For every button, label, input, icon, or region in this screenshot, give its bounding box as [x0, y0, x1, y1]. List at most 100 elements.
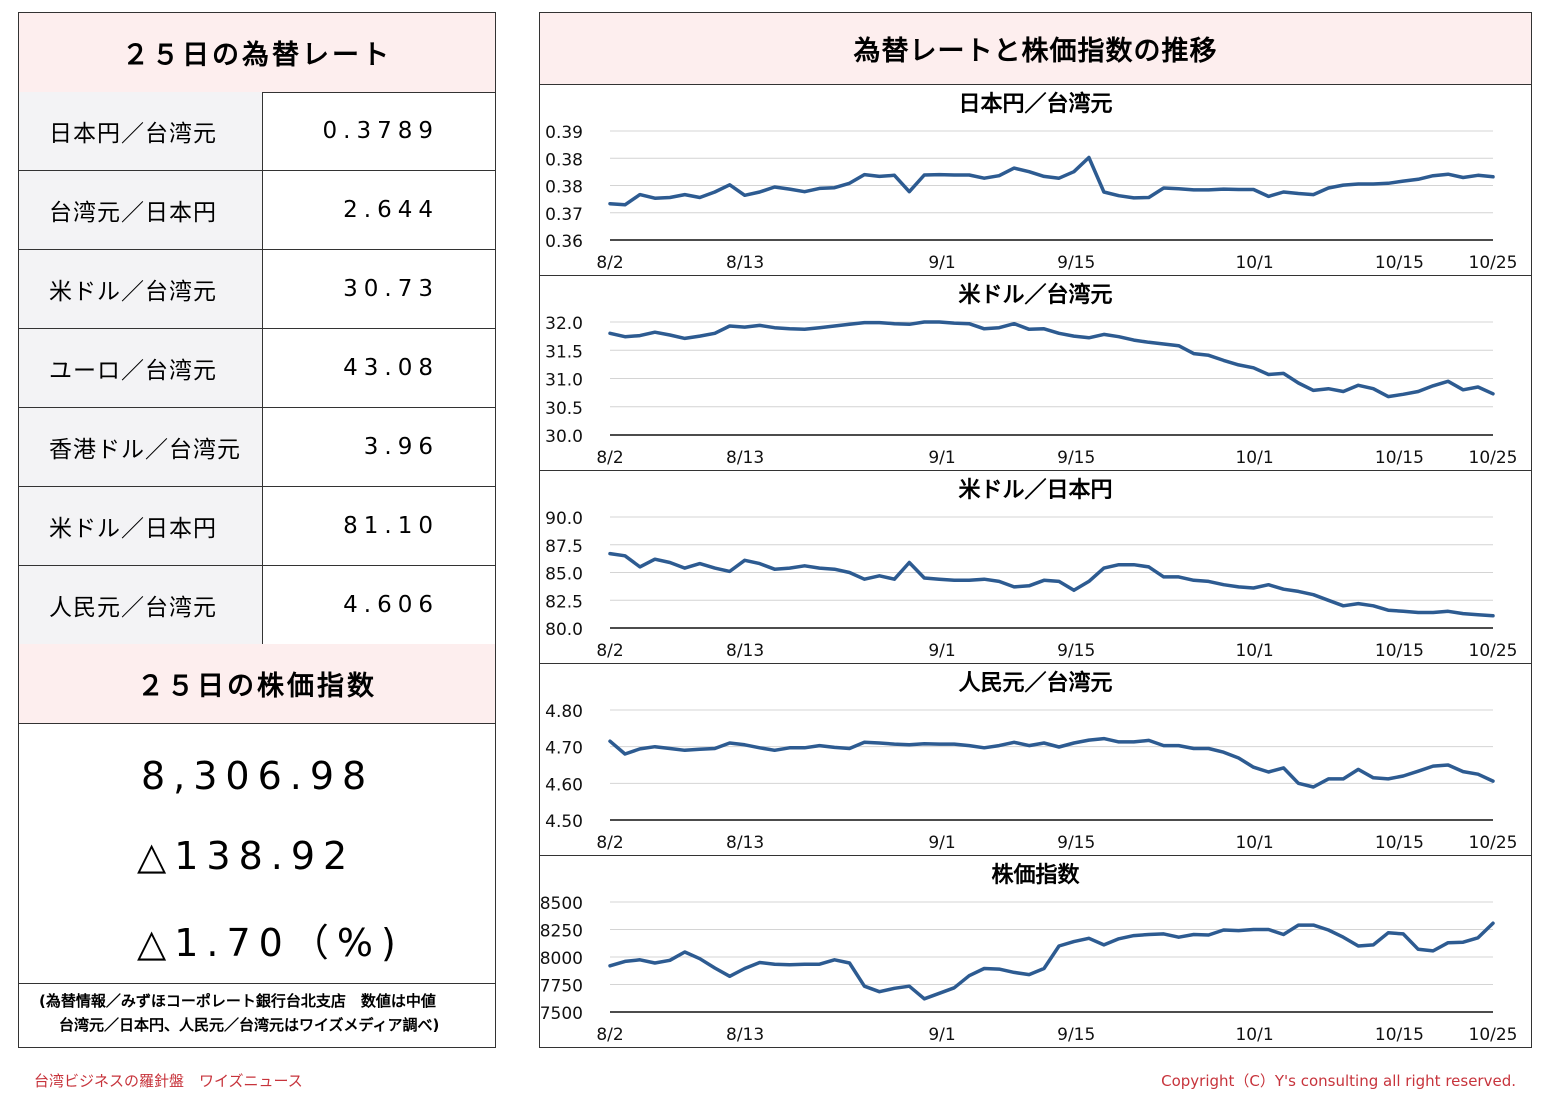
x-tick-label: 8/2 — [596, 448, 623, 468]
y-tick-label: 0.38 — [545, 178, 583, 198]
y-tick-label: 0.39 — [545, 123, 583, 143]
y-tick-label: 7500 — [540, 1004, 583, 1024]
x-tick-label: 10/25 — [1469, 833, 1518, 853]
stock-title: ２５日の株価指数 — [19, 644, 495, 724]
y-tick-label: 8500 — [540, 894, 583, 914]
y-tick-label: 8000 — [540, 949, 583, 969]
chart-title: 米ドル／台湾元 — [958, 282, 1112, 308]
x-tick-label: 9/1 — [928, 641, 955, 661]
source-note-line: (為替情報／みずほコーポレート銀行台北支店 数値は中値 — [39, 992, 436, 1010]
rate-name: 米ドル／日本円 — [19, 486, 263, 566]
rate-name: ユーロ／台湾元 — [19, 328, 263, 408]
x-tick-label: 8/2 — [596, 833, 623, 853]
footer-brand: 台湾ビジネスの羅針盤 ワイズニュース — [34, 1072, 303, 1090]
x-tick-label: 10/1 — [1235, 1025, 1273, 1045]
left-panel: ２５日の為替レート 日本円／台湾元 0.3789 台湾元／日本円 2.644 米ドル… — [18, 12, 496, 1048]
x-tick-label: 10/25 — [1469, 448, 1518, 468]
x-tick-label: 10/1 — [1235, 833, 1273, 853]
chart-svg: 米ドル／台湾元 30.0 30.5 31.0 31.5 32.0 8/2 8/13 9/1 9/1… — [545, 282, 1518, 468]
series-line — [608, 320, 1495, 399]
right-panel: 為替レートと株価指数の推移 日本円／台湾元 0.36 0.37 0.38 0.38 0.3… — [539, 12, 1532, 1048]
y-tick-label: 0.36 — [545, 232, 583, 252]
chart-title: 株価指数 — [991, 862, 1080, 888]
x-tick-label: 10/15 — [1375, 253, 1424, 273]
y-tick-label: 8250 — [540, 922, 583, 942]
chart-svg: 人民元／台湾元 4.50 4.60 4.70 4.80 8/2 8/13 9/1 9/15 10/… — [545, 670, 1518, 853]
series-line — [608, 736, 1495, 789]
y-tick-label: 0.38 — [545, 150, 583, 170]
y-tick-label: 87.5 — [545, 537, 583, 557]
table-row: 米ドル／台湾元 30.73 — [19, 249, 495, 329]
x-tick-label: 9/15 — [1057, 1025, 1095, 1045]
x-tick-label: 8/2 — [596, 641, 623, 661]
rate-value: 30.73 — [262, 249, 495, 329]
y-tick-label: 90.0 — [545, 509, 583, 529]
rates-title: ２５日の為替レート — [19, 13, 495, 93]
source-note-line: 台湾元／日本円、人民元／台湾元はワイズメディア調べ) — [59, 1016, 440, 1034]
y-tick-label: 30.5 — [545, 399, 583, 419]
rate-name: 人民元／台湾元 — [19, 565, 263, 645]
table-row: ユーロ／台湾元 43.08 — [19, 328, 495, 408]
x-tick-label: 8/13 — [726, 253, 764, 273]
y-tick-label: 4.50 — [545, 812, 583, 832]
x-tick-label: 8/2 — [596, 253, 623, 273]
chart-panel: 日本円／台湾元 0.36 0.37 0.38 0.38 0.39 8/2 8/13 9/1 9/1… — [540, 84, 1531, 276]
rate-value: 3.96 — [262, 407, 495, 487]
x-tick-label: 10/15 — [1375, 641, 1424, 661]
rate-name: 日本円／台湾元 — [19, 92, 263, 171]
x-tick-label: 10/25 — [1469, 253, 1518, 273]
x-tick-label: 10/25 — [1469, 641, 1518, 661]
x-tick-label: 10/15 — [1375, 448, 1424, 468]
chart-title: 米ドル／日本円 — [958, 478, 1112, 503]
charts-title: 為替レートと株価指数の推移 — [540, 13, 1531, 85]
stock-box: 8,306.98 △138.92 △1.70（%) — [19, 724, 495, 984]
series-line — [608, 551, 1495, 618]
chart-title: 人民元／台湾元 — [958, 670, 1112, 696]
rate-value: 43.08 — [262, 328, 495, 408]
x-tick-label: 9/15 — [1057, 833, 1095, 853]
x-tick-label: 10/1 — [1235, 253, 1273, 273]
y-tick-label: 82.5 — [545, 592, 583, 612]
chart-panel: 米ドル／台湾元 30.0 30.5 31.0 31.5 32.0 8/2 8/13 9/1 9/1… — [540, 275, 1531, 471]
x-tick-label: 9/15 — [1057, 253, 1095, 273]
x-tick-label: 8/13 — [726, 833, 764, 853]
y-tick-label: 4.70 — [545, 739, 583, 759]
x-tick-label: 8/13 — [726, 1025, 764, 1045]
y-tick-label: 32.0 — [545, 314, 583, 334]
y-tick-label: 31.5 — [545, 342, 583, 362]
x-tick-label: 8/2 — [596, 1025, 623, 1045]
x-tick-label: 9/1 — [928, 833, 955, 853]
table-row: 香港ドル／台湾元 3.96 — [19, 407, 495, 487]
rate-name: 香港ドル／台湾元 — [19, 407, 263, 487]
rate-name: 台湾元／日本円 — [19, 170, 263, 250]
table-row: 米ドル／日本円 81.10 — [19, 486, 495, 566]
y-tick-label: 31.0 — [545, 371, 583, 391]
x-tick-label: 10/15 — [1375, 833, 1424, 853]
x-tick-label: 8/13 — [726, 641, 764, 661]
x-tick-label: 10/1 — [1235, 641, 1273, 661]
y-tick-label: 80.0 — [545, 620, 583, 640]
chart-title: 日本円／台湾元 — [958, 91, 1112, 117]
footer-copyright: Copyright（C）Y's consulting all right res… — [1161, 1072, 1516, 1090]
table-row: 台湾元／日本円 2.644 — [19, 170, 495, 250]
series-line — [608, 921, 1495, 1001]
x-tick-label: 9/15 — [1057, 641, 1095, 661]
y-tick-label: 30.0 — [545, 427, 583, 447]
x-tick-label: 9/15 — [1057, 448, 1095, 468]
x-tick-label: 9/1 — [928, 448, 955, 468]
chart-panel: 株価指数 7500 7750 8000 8250 8500 8/2 8/13 9/1 9/15 10… — [540, 855, 1531, 1047]
y-tick-label: 4.60 — [545, 775, 583, 795]
rates-table: 日本円／台湾元 0.3789 台湾元／日本円 2.644 米ドル／台湾元 30.73 … — [19, 92, 495, 645]
x-tick-label: 8/13 — [726, 448, 764, 468]
x-tick-label: 10/1 — [1235, 448, 1273, 468]
source-note: (為替情報／みずほコーポレート銀行台北支店 数値は中値 台湾元／日本円、人民元／… — [19, 989, 495, 1037]
x-tick-label: 10/15 — [1375, 1025, 1424, 1045]
rate-value: 0.3789 — [262, 92, 495, 171]
stock-change: △138.92 — [137, 834, 356, 878]
rate-name: 米ドル／台湾元 — [19, 249, 263, 329]
chart-svg: 米ドル／日本円 80.0 82.5 85.0 87.5 90.0 8/2 8/13 9/1 9/1… — [545, 478, 1518, 661]
table-row: 日本円／台湾元 0.3789 — [19, 92, 495, 171]
y-tick-label: 7750 — [540, 977, 583, 997]
table-row: 人民元／台湾元 4.606 — [19, 565, 495, 645]
series-line — [608, 155, 1495, 207]
